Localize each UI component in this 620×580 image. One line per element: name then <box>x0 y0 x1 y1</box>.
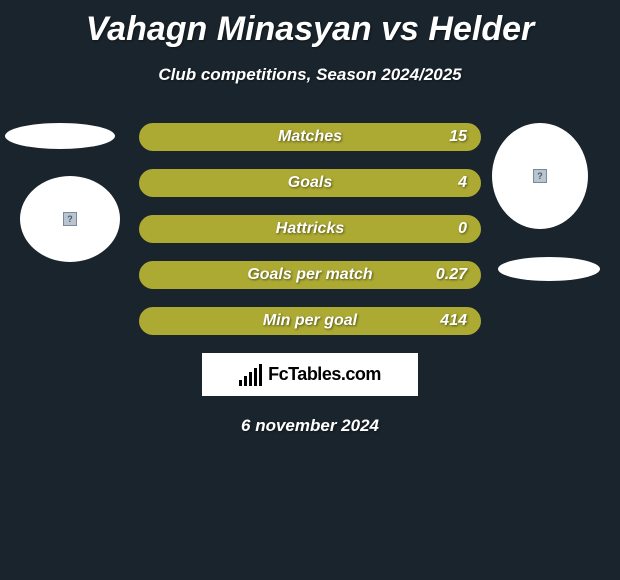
stat-bar-matches: Matches 15 <box>139 123 481 151</box>
stat-label: Goals <box>288 174 332 192</box>
stat-bar-hattricks: Hattricks 0 <box>139 215 481 243</box>
comparison-subtitle: Club competitions, Season 2024/2025 <box>0 65 620 85</box>
player-left-avatar: ? <box>20 176 120 262</box>
placeholder-image-icon: ? <box>533 169 547 183</box>
stat-label: Hattricks <box>276 220 344 238</box>
stat-value: 0.27 <box>436 266 467 284</box>
comparison-content: ? ? Matches 15 Goals 4 Hattricks 0 Goals… <box>0 123 620 436</box>
stat-bar-goals: Goals 4 <box>139 169 481 197</box>
brand-text: FcTables.com <box>268 364 381 385</box>
placeholder-image-icon: ? <box>63 212 77 226</box>
stat-label: Matches <box>278 128 342 146</box>
stat-value: 0 <box>458 220 467 238</box>
site-brand[interactable]: FcTables.com <box>202 353 418 396</box>
stats-bars: Matches 15 Goals 4 Hattricks 0 Goals per… <box>139 123 481 335</box>
stat-bar-min-per-goal: Min per goal 414 <box>139 307 481 335</box>
comparison-title: Vahagn Minasyan vs Helder <box>0 0 620 49</box>
stat-label: Goals per match <box>247 266 372 284</box>
player-right-avatar: ? <box>492 123 588 229</box>
stat-value: 4 <box>458 174 467 192</box>
brand-bars-icon <box>239 364 262 386</box>
stat-value: 414 <box>440 312 467 330</box>
player-left-shadow-ellipse <box>5 123 115 149</box>
comparison-date: 6 november 2024 <box>0 416 620 436</box>
stat-value: 15 <box>449 128 467 146</box>
stat-label: Min per goal <box>263 312 357 330</box>
player-right-shadow-ellipse <box>498 257 600 281</box>
stat-bar-goals-per-match: Goals per match 0.27 <box>139 261 481 289</box>
